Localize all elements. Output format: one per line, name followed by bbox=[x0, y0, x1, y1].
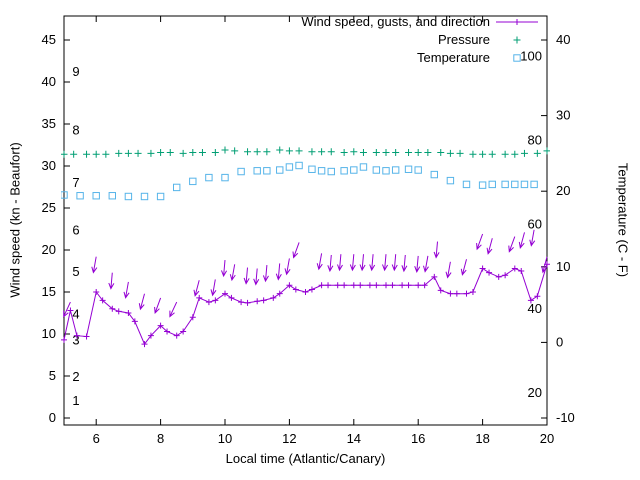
svg-text:100: 100 bbox=[520, 49, 542, 64]
svg-text:40: 40 bbox=[42, 74, 56, 89]
svg-text:6: 6 bbox=[72, 223, 79, 238]
wind-speed-series bbox=[61, 261, 550, 348]
svg-text:1: 1 bbox=[72, 393, 79, 408]
svg-text:6: 6 bbox=[93, 431, 100, 446]
svg-text:20: 20 bbox=[540, 431, 554, 446]
svg-text:80: 80 bbox=[528, 133, 542, 148]
svg-text:20: 20 bbox=[42, 242, 56, 257]
svg-text:9: 9 bbox=[72, 64, 79, 79]
svg-text:2: 2 bbox=[72, 369, 79, 384]
svg-text:30: 30 bbox=[42, 158, 56, 173]
svg-text:40: 40 bbox=[556, 32, 570, 47]
legend-label: Wind speed, gusts, and direction bbox=[301, 14, 490, 29]
svg-text:14: 14 bbox=[347, 431, 361, 446]
svg-text:4: 4 bbox=[72, 307, 79, 322]
wind-direction-arrows bbox=[63, 229, 548, 318]
axes: 6 8 10 12 14 16 18 20051015202530354045-1001020… bbox=[42, 15, 575, 446]
legend: Wind speed, gusts, and direction Pressure… bbox=[301, 14, 538, 65]
svg-text:20: 20 bbox=[528, 385, 542, 400]
svg-text:8: 8 bbox=[72, 123, 79, 138]
svg-text:15: 15 bbox=[42, 284, 56, 299]
svg-text:8: 8 bbox=[157, 431, 164, 446]
svg-text:7: 7 bbox=[72, 175, 79, 190]
pressure-series bbox=[61, 146, 550, 158]
svg-text:10: 10 bbox=[556, 259, 570, 274]
svg-text:25: 25 bbox=[42, 200, 56, 215]
svg-text:3: 3 bbox=[72, 333, 79, 348]
svg-text:-10: -10 bbox=[556, 410, 575, 425]
y-right-axis-title: Temperature (C - F) bbox=[615, 162, 631, 278]
svg-text:5: 5 bbox=[49, 368, 56, 383]
series-layer bbox=[61, 146, 550, 348]
svg-text:10: 10 bbox=[218, 431, 232, 446]
svg-text:12: 12 bbox=[282, 431, 296, 446]
svg-text:5: 5 bbox=[72, 264, 79, 279]
svg-text:18: 18 bbox=[475, 431, 489, 446]
svg-text:35: 35 bbox=[42, 116, 56, 131]
svg-text:30: 30 bbox=[556, 108, 570, 123]
svg-text:0: 0 bbox=[49, 410, 56, 425]
svg-text:10: 10 bbox=[42, 326, 56, 341]
svg-text:60: 60 bbox=[528, 216, 542, 231]
fahrenheit-scale-labels: 20 40 60 80 100 bbox=[520, 49, 542, 400]
beaufort-scale-labels: 1 2 3 4 5 6 7 8 9 bbox=[72, 64, 79, 408]
x-axis-title: Local time (Atlantic/Canary) bbox=[225, 451, 386, 466]
y-left-axis-title: Wind speed (kn - Beaufort) bbox=[7, 142, 23, 298]
svg-text:16: 16 bbox=[411, 431, 425, 446]
temperature-series bbox=[61, 161, 538, 201]
svg-text:45: 45 bbox=[42, 32, 56, 47]
svg-text:0: 0 bbox=[556, 334, 563, 349]
svg-text:40: 40 bbox=[528, 301, 542, 316]
svg-text:20: 20 bbox=[556, 183, 570, 198]
legend-label: Temperature bbox=[417, 50, 490, 65]
legend-label: Pressure bbox=[438, 32, 490, 47]
